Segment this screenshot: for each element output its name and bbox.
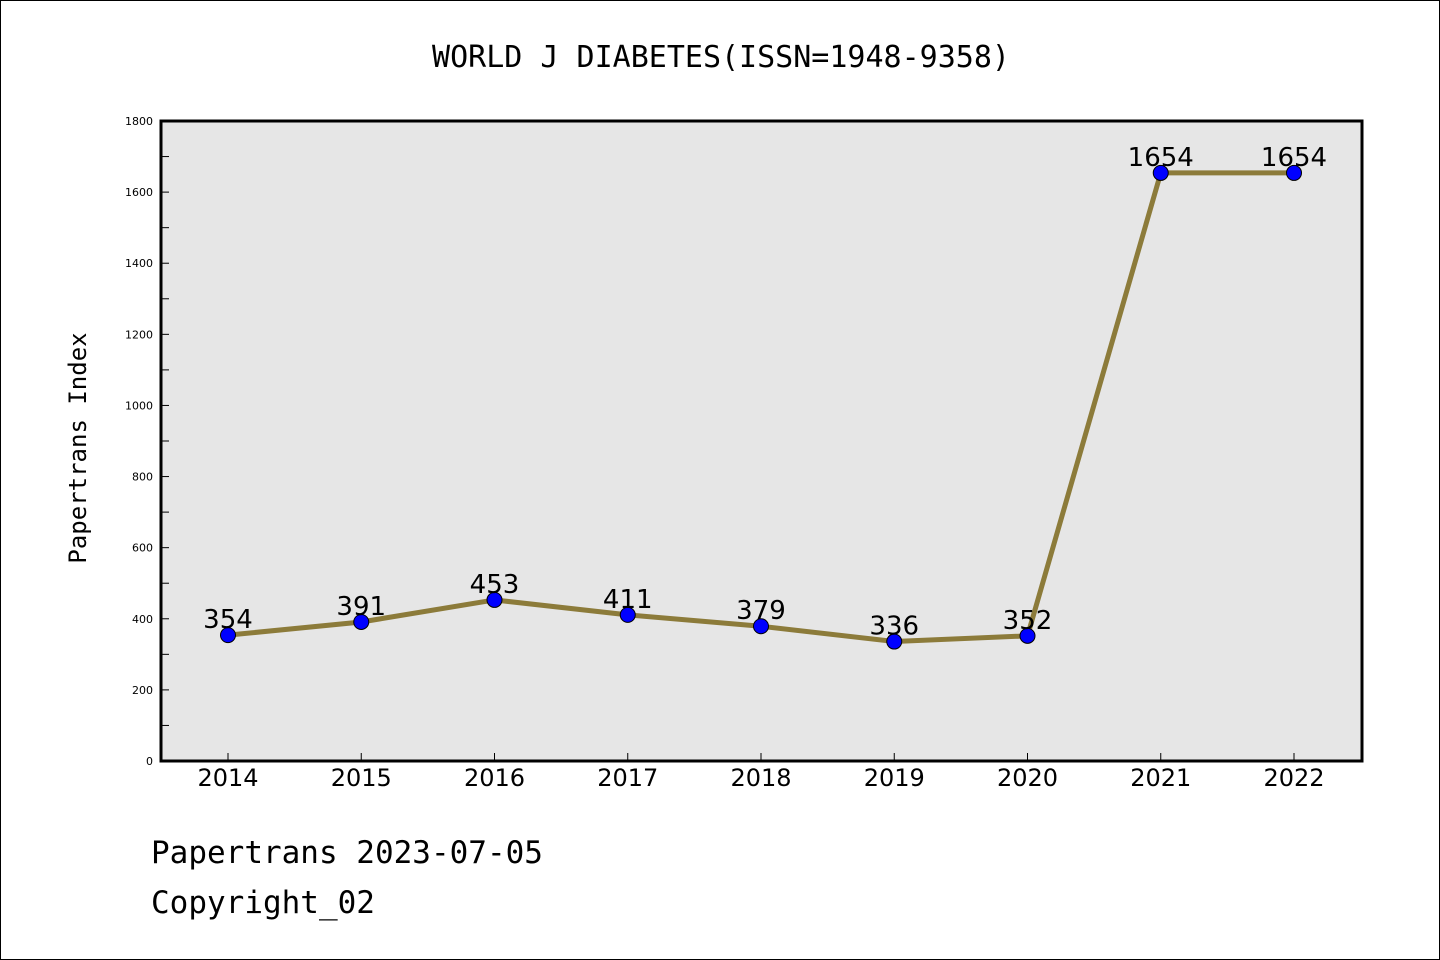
- y-tick-label: 400: [132, 613, 153, 626]
- data-point-marker: [619, 606, 636, 623]
- x-tick-label: 2021: [1130, 764, 1191, 792]
- y-tick-label: 1600: [125, 186, 153, 199]
- footer-date-text: Papertrans 2023-07-05: [151, 835, 543, 871]
- y-tick-label: 600: [132, 542, 153, 555]
- x-tick-label: 2014: [197, 764, 258, 792]
- data-point-marker: [1286, 164, 1302, 181]
- data-labels: 354 391 453 411 379 336 352 1654 1654: [203, 143, 1327, 642]
- data-point-label: 1654: [1261, 143, 1327, 173]
- y-tick-label: 1200: [125, 328, 153, 341]
- x-tick-label: 2018: [730, 764, 791, 792]
- y-tick-label: 1800: [125, 115, 153, 128]
- x-tick-label: 2016: [464, 764, 525, 792]
- y-tick-label: 800: [132, 471, 153, 484]
- y-tick-label: 1400: [125, 257, 153, 270]
- x-tick-label: 2022: [1263, 764, 1324, 792]
- x-tick-label: 2015: [331, 764, 392, 792]
- y-axis-label: Papertrans Index: [64, 332, 92, 563]
- chart-title: WORLD J DIABETES(ISSN=1948-9358): [432, 40, 1010, 75]
- y-tick-label: 200: [132, 684, 153, 697]
- data-point-label: 411: [603, 585, 653, 615]
- data-point-marker: [1152, 164, 1169, 181]
- x-axis: 2014 2015 2016 2017 2018 2019 2020 2021 2022: [197, 753, 1325, 792]
- data-markers: [220, 164, 1302, 650]
- data-point-marker: [486, 591, 503, 608]
- data-point-label: 391: [336, 592, 386, 622]
- x-tick-label: 2020: [997, 764, 1058, 792]
- data-point-label: 354: [203, 605, 253, 635]
- y-tick-label: 0: [146, 755, 153, 768]
- data-point-marker: [353, 613, 370, 630]
- plot-area: [161, 121, 1362, 761]
- data-point-marker: [886, 633, 903, 650]
- data-point-label: 379: [736, 596, 786, 626]
- y-tick-label: 1000: [125, 399, 153, 412]
- data-point-marker: [220, 627, 236, 644]
- x-tick-label: 2019: [864, 764, 925, 792]
- footer-copyright-text: Copyright_02: [151, 885, 375, 921]
- data-point-marker: [753, 618, 769, 635]
- plot-border: [159, 119, 1364, 763]
- data-point-label: 336: [869, 612, 919, 642]
- data-point-label: 453: [470, 570, 520, 600]
- x-tick-label: 2017: [597, 764, 658, 792]
- data-point-marker: [1019, 627, 1036, 644]
- data-point-label: 352: [1003, 606, 1053, 636]
- data-point-label: 1654: [1128, 143, 1194, 173]
